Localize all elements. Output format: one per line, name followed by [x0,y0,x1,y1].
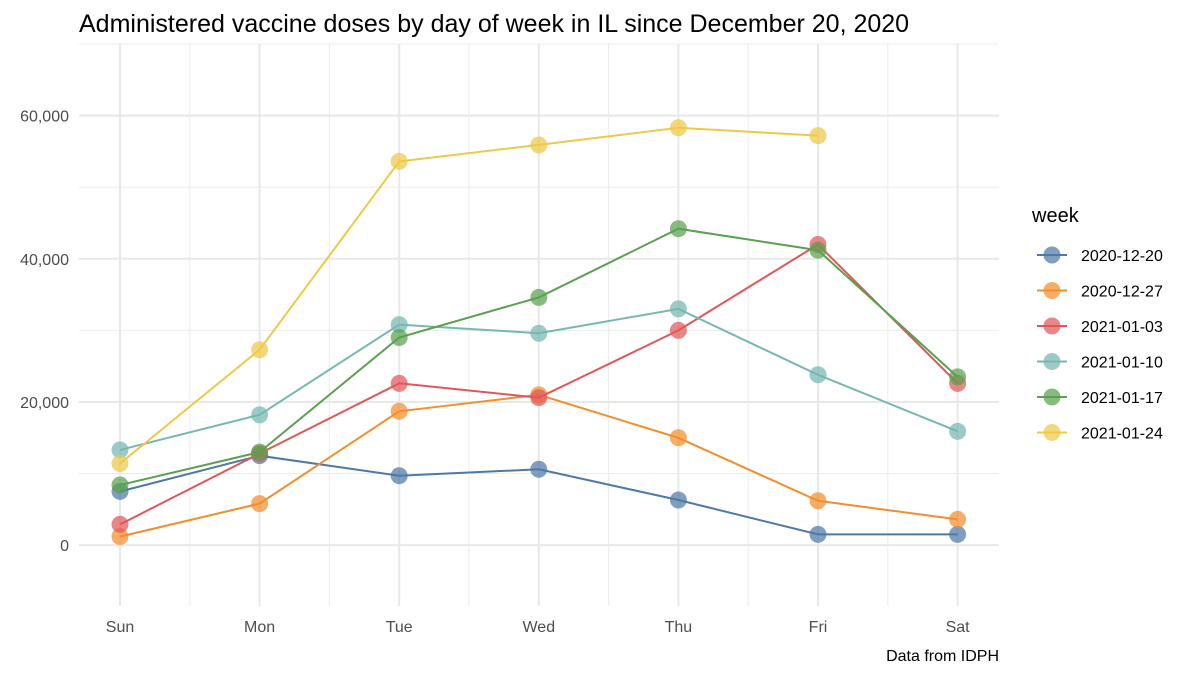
series-line [119,126,819,465]
data-point [530,389,548,407]
data-point [530,136,548,154]
data-point [530,324,548,342]
data-point [949,510,967,528]
legend-item: 2021-01-10 [1037,353,1163,372]
data-point [669,220,687,238]
legend-key-point [1043,353,1061,370]
data-point [390,316,408,334]
axes: 0 20,000 40,000 60,000 Sun Mon Tue Wed Thu Fri Sat [20,109,970,636]
chart-title: Administered vaccine doses by day of wee… [79,10,909,38]
data-point [669,300,687,318]
data-point [530,288,548,306]
legend-label: 2020-12-20 [1081,248,1163,265]
data-point [809,241,827,259]
legend: week 2020-12-20 2020-12-27 2021-01-03 2021-… [1031,205,1163,443]
data-point [251,341,269,359]
legend-title: week [1031,205,1080,227]
legend-key-point [1043,388,1061,406]
series-2021-01-17 [111,220,967,494]
x-tick-label: Sun [106,619,134,636]
data-point [251,406,269,424]
data-point [669,491,687,509]
data-point [390,402,408,420]
legend-label: 2021-01-24 [1081,426,1163,443]
legend-item: 2020-12-27 [1037,282,1163,301]
legend-key-point [1043,246,1061,264]
data-point [530,460,548,478]
data-point [949,368,967,386]
legend-item: 2021-01-03 [1037,317,1163,336]
data-point [809,525,827,543]
data-point [111,528,129,546]
x-tick-label: Tue [386,619,413,636]
x-tick-label: Mon [244,619,275,636]
data-point [251,495,269,513]
data-point [111,476,129,494]
data-point [390,152,408,170]
legend-item: 2020-12-20 [1037,246,1163,265]
series-2021-01-10 [111,300,967,459]
x-tick-label: Wed [522,619,555,636]
series-layer [111,119,967,546]
y-tick-label: 0 [60,538,69,555]
x-tick-label: Fri [809,619,828,636]
data-point [949,422,967,440]
legend-key-point [1043,424,1061,441]
data-point [809,366,827,384]
data-point [390,467,408,485]
legend-label: 2021-01-17 [1081,390,1163,407]
legend-item: 2021-01-17 [1037,388,1163,407]
data-point [111,515,129,533]
legend-item: 2021-01-24 [1037,424,1163,443]
data-point [669,429,687,447]
data-point [390,374,408,392]
data-point [390,329,408,347]
data-point [809,492,827,510]
data-point [251,443,269,461]
series-2021-01-24 [111,119,827,473]
legend-label: 2021-01-03 [1081,319,1163,336]
x-tick-label: Sat [946,619,971,636]
legend-label: 2020-12-27 [1081,284,1163,301]
data-point [669,119,687,137]
legend-key-point [1043,282,1061,299]
data-point [809,127,827,145]
chart-caption: Data from IDPH [886,648,999,665]
y-tick-label: 40,000 [20,252,69,269]
x-tick-label: Thu [665,619,693,636]
legend-label: 2021-01-10 [1081,355,1163,372]
data-point [949,525,967,543]
data-point [111,441,129,459]
y-tick-label: 60,000 [20,109,69,126]
legend-key-point [1043,317,1061,335]
y-tick-label: 20,000 [20,395,69,412]
data-point [669,321,687,339]
data-point [111,455,129,473]
